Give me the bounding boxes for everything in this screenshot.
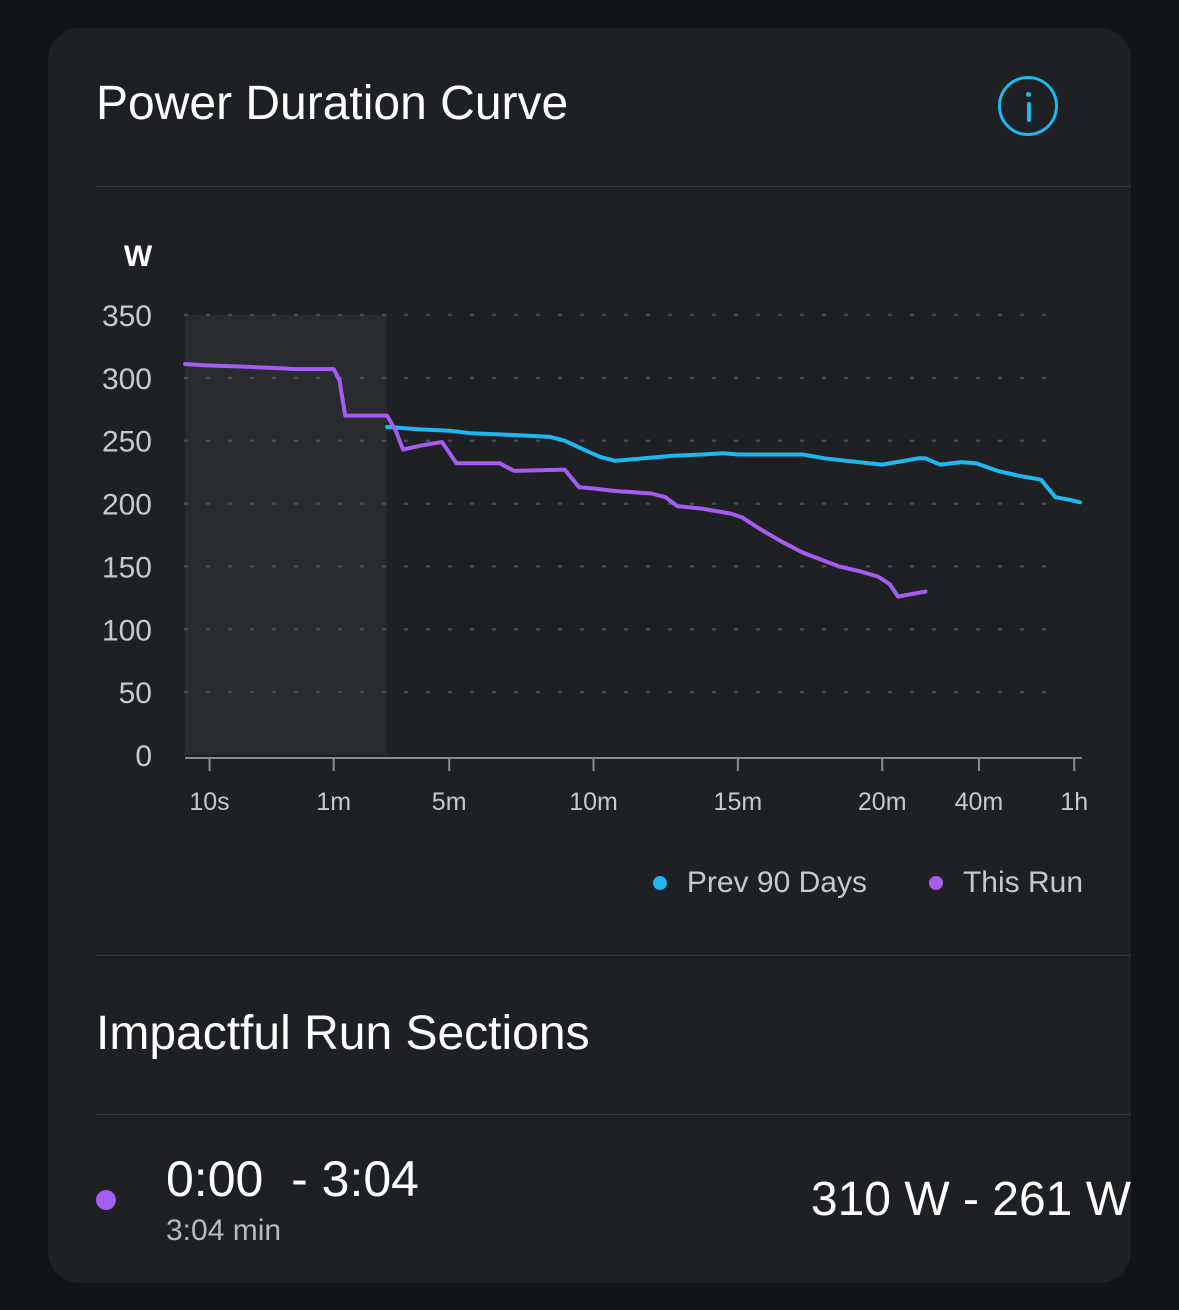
x-tick-label-1m: 1m <box>316 788 351 816</box>
y-tick-label-150: 150 <box>102 551 152 584</box>
run-section-row[interactable]: 0:00 - 3:04 3:04 min 310 W - 261 W <box>96 1138 1131 1258</box>
run-section-power-range: 310 W - 261 W <box>810 1173 1131 1226</box>
run-section-duration: 3:04 min <box>166 1214 282 1247</box>
chart-legend: Prev 90 Days This Run <box>591 866 1083 900</box>
x-tick-label-40m: 40m <box>955 788 1004 816</box>
legend-item-run[interactable]: This Run <box>928 866 1083 900</box>
legend-label-prev: Prev 90 Days <box>686 866 867 899</box>
legend-divider <box>96 955 1131 956</box>
y-tick-label-200: 200 <box>102 489 152 522</box>
power-duration-chart: W 0 50 100 150 200 250 300 350 10s 1m 5m 10m 15m 20m 40… <box>102 240 1088 816</box>
section-divider <box>96 1114 1131 1115</box>
card-header: Power Duration Curve <box>96 28 1131 186</box>
x-tick-label-1h: 1h <box>1060 788 1088 816</box>
run-section-time-range: 0:00 - 3:04 <box>166 1151 419 1207</box>
legend-dot-prev <box>652 876 667 890</box>
legend-item-prev[interactable]: Prev 90 Days <box>652 866 867 900</box>
info-icon-dot <box>1026 92 1031 97</box>
y-tick-label-0: 0 <box>135 740 152 773</box>
x-tick-label-20m: 20m <box>858 788 907 816</box>
y-tick-label-250: 250 <box>102 426 152 459</box>
grid-layer <box>183 313 1062 694</box>
highlight-band <box>185 315 388 755</box>
y-axis-unit-label: W <box>124 240 153 273</box>
x-tick-label-10s: 10s <box>189 788 229 816</box>
x-tick-label-15m: 15m <box>714 788 763 816</box>
legend-label-run: This Run <box>962 866 1083 899</box>
series-line-this-run <box>183 362 928 599</box>
run-section-dot <box>96 1190 116 1210</box>
y-tick-label-350: 350 <box>102 300 152 333</box>
series-layer <box>183 362 1082 599</box>
x-tick-label-5m: 5m <box>432 788 467 816</box>
y-tick-label-300: 300 <box>102 363 152 396</box>
x-tick-label-10m: 10m <box>569 788 618 816</box>
power-duration-card: Power Duration Curve W 0 50 100 150 200 250 300… <box>48 28 1131 1283</box>
series-line-prev-90-days <box>385 424 1082 505</box>
y-tick-label-100: 100 <box>102 614 152 647</box>
legend-dot-run <box>928 876 943 890</box>
axis-layer: W 0 50 100 150 200 250 300 350 10s 1m 5m 10m 15m 20m 40… <box>102 240 1088 816</box>
card-title: Power Duration Curve <box>96 77 569 130</box>
info-icon-bar <box>1026 102 1031 122</box>
y-tick-label-50: 50 <box>119 677 152 710</box>
info-icon[interactable] <box>998 76 1058 136</box>
section-title: Impactful Run Sections <box>96 1007 590 1060</box>
header-divider <box>96 186 1131 187</box>
